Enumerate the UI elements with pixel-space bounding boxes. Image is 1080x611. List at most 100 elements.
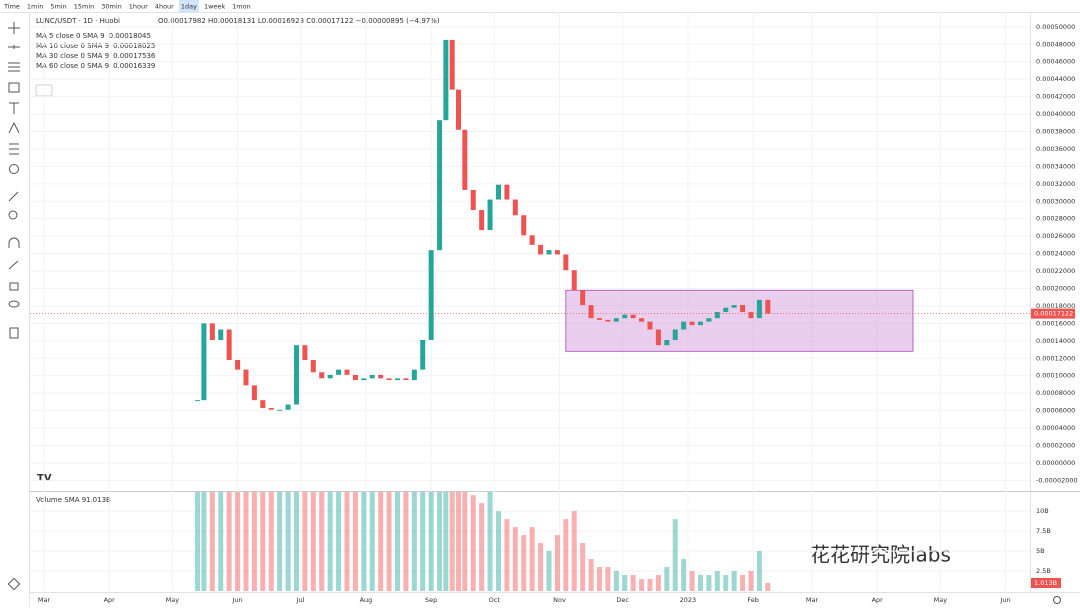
volume-bar [521, 535, 527, 591]
y-tick-label: 0.00048000 [1036, 40, 1075, 48]
interval-button[interactable]: 1day [181, 3, 197, 11]
interval-button[interactable]: 4hour [155, 3, 174, 11]
crosshair-icon[interactable] [8, 22, 20, 34]
candle [639, 318, 645, 322]
volume-value: 1.013B [86, 496, 111, 504]
candle [378, 374, 384, 379]
emoji-icon[interactable] [9, 164, 19, 174]
ma-value: 0.00018025 [113, 42, 155, 50]
candle [546, 250, 552, 255]
volume-bar [689, 571, 695, 591]
lock-icon[interactable] [9, 282, 19, 291]
y-tick-label: 0.00042000 [1036, 93, 1075, 101]
candle [554, 250, 560, 255]
candle [521, 215, 527, 236]
candle [456, 89, 462, 130]
y-tick-label: 0.00006000 [1036, 407, 1075, 415]
volume-bar [201, 492, 207, 591]
trash-icon[interactable] [9, 327, 19, 339]
candle [344, 369, 350, 375]
shape-icon[interactable] [8, 82, 20, 93]
fib-icon[interactable] [8, 62, 20, 72]
y-tick-label: 0.00008000 [1036, 389, 1075, 397]
volume-bar [664, 567, 670, 591]
x-tick-label: Mar [38, 596, 51, 604]
candle [209, 323, 215, 340]
volume-bar [479, 503, 485, 591]
watermark: 花花研究院labs [810, 543, 951, 567]
y-tick-label: 0.00000000 [1036, 459, 1075, 467]
settings-icon[interactable] [1053, 596, 1061, 604]
volume-title: Volume SMA 9 [36, 496, 86, 504]
interval-button[interactable]: 1min [27, 3, 43, 11]
zoom-icon[interactable] [8, 210, 18, 220]
y-tick-label: 0.00018000 [1036, 302, 1075, 310]
candle [285, 404, 291, 410]
volume-bar [706, 575, 712, 591]
interval-button[interactable]: 5min [50, 3, 66, 11]
candle [462, 129, 468, 190]
volume-bar [504, 519, 510, 591]
interval-button[interactable]: 15min [74, 3, 95, 11]
candle [235, 360, 241, 370]
volume-bar [554, 535, 560, 591]
candle [251, 385, 257, 401]
candle [672, 329, 678, 340]
candle [201, 323, 207, 401]
volume-bar [538, 543, 544, 591]
volume-bar [443, 492, 449, 591]
volume-bar [529, 527, 535, 591]
ma-value: 0.00016339 [113, 62, 155, 70]
x-tick-label: Sep [425, 596, 437, 604]
volume-bar [293, 492, 299, 591]
range-box [565, 289, 914, 352]
left-toolbar[interactable] [7, 22, 1061, 604]
candle [319, 372, 325, 379]
ruler-icon[interactable] [8, 191, 19, 202]
candle [529, 235, 535, 245]
volume-bar [588, 559, 594, 591]
candle [613, 318, 619, 322]
magnet-icon[interactable] [8, 237, 20, 248]
y-tick-label: 0.00038000 [1036, 128, 1075, 136]
y-tick-label: 0.00040000 [1036, 110, 1075, 118]
lock-draw-icon[interactable] [8, 260, 19, 270]
x-tick-label: Apr [872, 596, 884, 604]
candle [748, 312, 754, 319]
pattern-icon[interactable] [8, 121, 20, 134]
x-tick-label: Apr [104, 596, 116, 604]
eye-icon[interactable] [8, 300, 20, 308]
volume-bar [580, 543, 586, 591]
candle [218, 329, 224, 340]
interval-button[interactable]: 1week [204, 3, 225, 11]
x-tick-label: Jun [231, 596, 242, 604]
candle [352, 374, 358, 381]
candle [277, 409, 283, 411]
candle [681, 321, 687, 330]
volume-bar [369, 492, 375, 591]
candle [302, 345, 308, 361]
interval-button[interactable]: 1hour [129, 3, 148, 11]
volume-bars [195, 492, 771, 591]
predict-icon[interactable] [9, 143, 19, 155]
volume-bar [647, 579, 653, 591]
y-tick-label: 0.00004000 [1036, 424, 1075, 432]
candle [689, 321, 695, 326]
line-icon[interactable] [8, 45, 20, 49]
volume-bar [420, 492, 426, 591]
last-price-tag [1031, 308, 1075, 319]
interval-button[interactable]: 1mon [232, 3, 251, 11]
y-tick-label: -0.00002000 [1036, 476, 1078, 484]
candle [420, 339, 426, 370]
layers-icon[interactable] [7, 577, 21, 591]
interval-button[interactable]: 30min [101, 3, 122, 11]
candle [765, 299, 771, 314]
text-icon[interactable] [9, 102, 19, 114]
volume-bar [655, 575, 661, 591]
candle [260, 400, 266, 409]
candle [731, 305, 737, 308]
volume-bar [622, 575, 628, 591]
x-tick-label: Oct [489, 596, 501, 604]
interval-button[interactable]: Time [3, 3, 20, 11]
